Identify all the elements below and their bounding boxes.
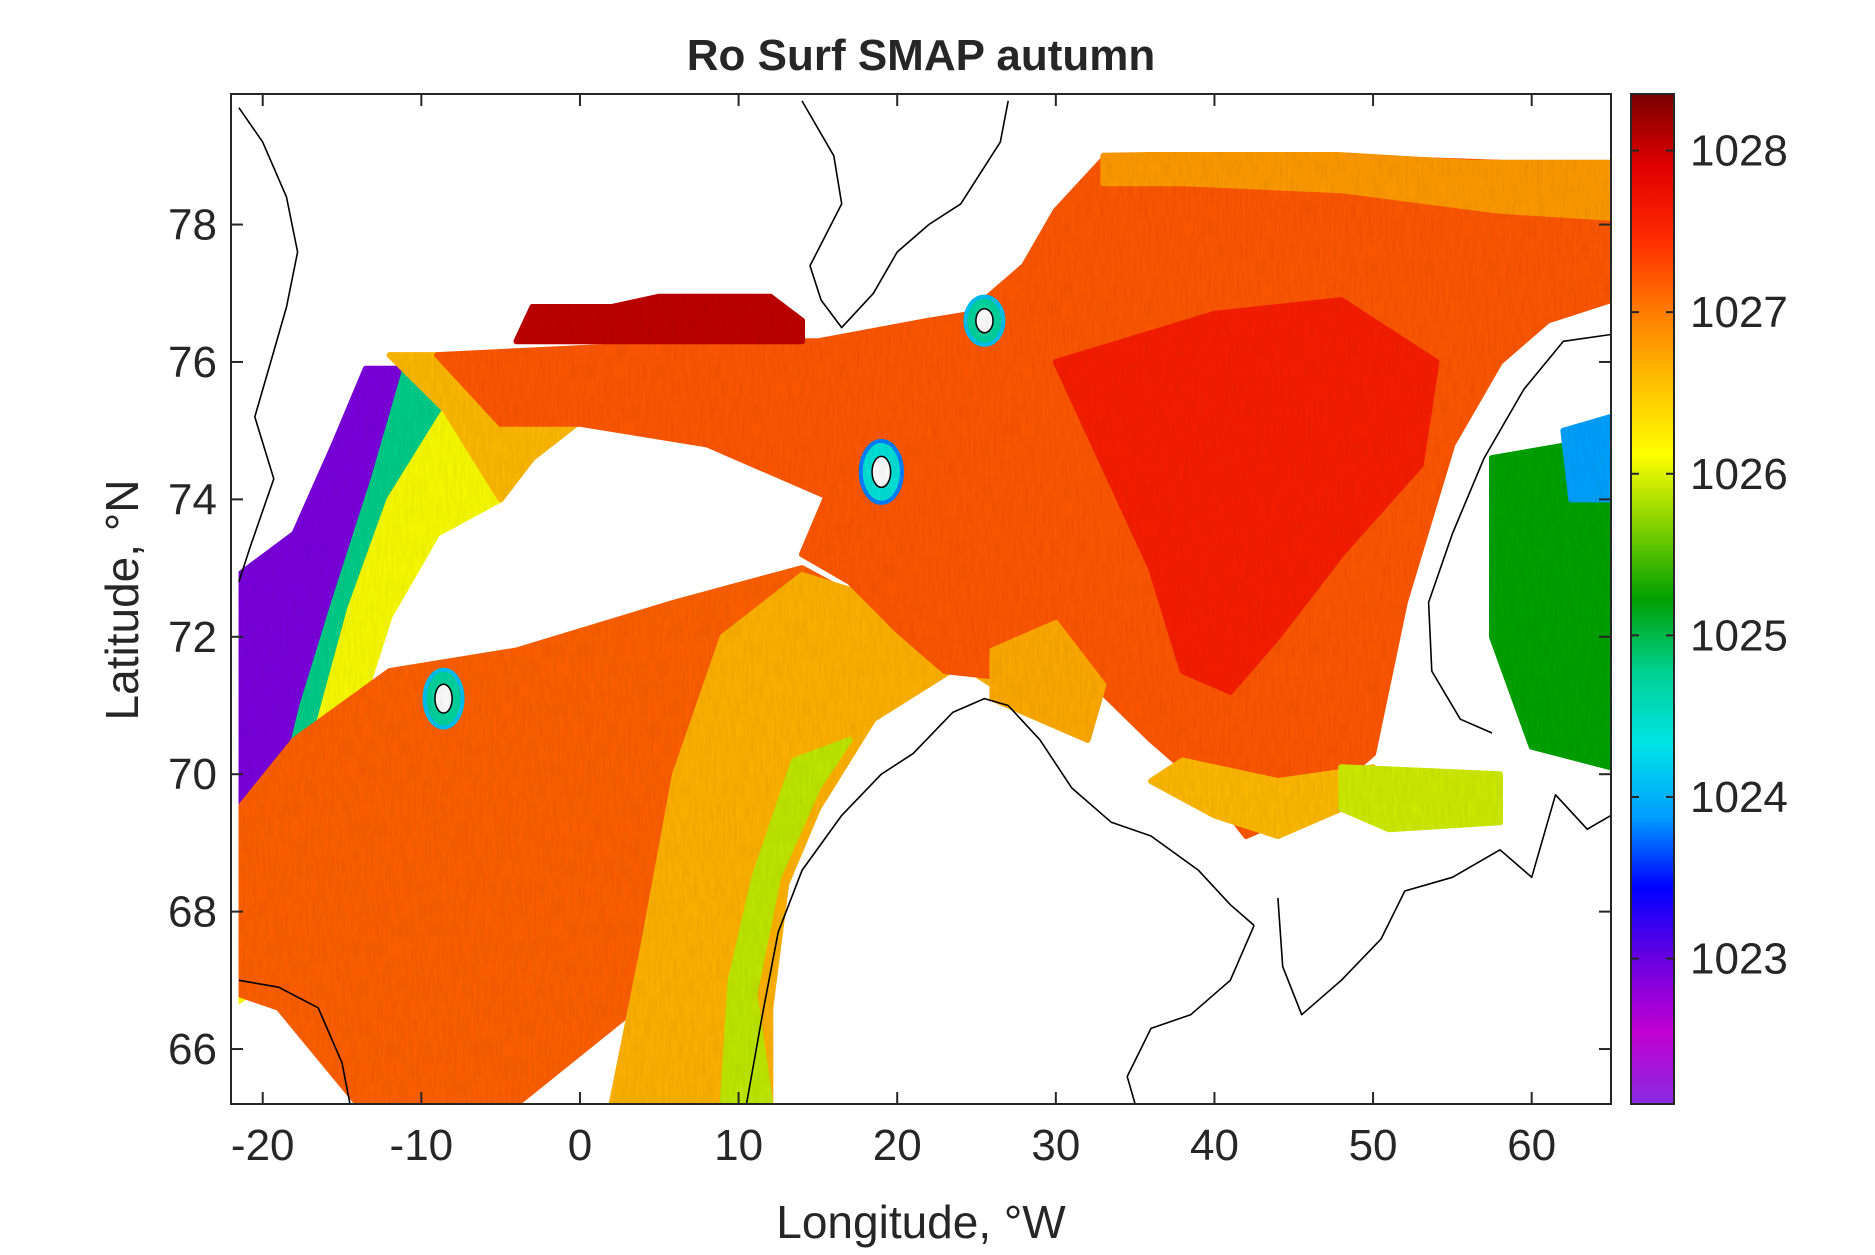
colorbar xyxy=(1630,93,1675,1105)
field-region-6 xyxy=(719,736,853,1104)
colorbar-tick-label: 1023 xyxy=(1690,935,1788,984)
colorbar-ticks: 1023 1024 1025 1026 1027 1028 xyxy=(1631,127,1788,984)
x-axis-ticks: -20 -10 0 10 20 30 40 50 60 xyxy=(231,94,1556,1170)
coastlines xyxy=(238,100,1611,1104)
y-tick-label: 70 xyxy=(168,750,217,799)
x-tick-label: -20 xyxy=(231,1121,295,1170)
plot-frame xyxy=(230,93,1612,1105)
x-tick-label: 0 xyxy=(568,1121,592,1170)
island-0 xyxy=(434,683,453,714)
y-tick-label: 72 xyxy=(168,613,217,662)
coastline-0 xyxy=(238,107,299,583)
y-tick-label: 74 xyxy=(168,475,217,524)
x-tick-label: 20 xyxy=(873,1121,922,1170)
island-1 xyxy=(871,455,892,489)
field-regions xyxy=(235,149,1611,1104)
y-axis-label: Latitude, °N xyxy=(96,480,148,721)
y-tick-label: 68 xyxy=(168,888,217,937)
x-tick-label: 60 xyxy=(1507,1121,1556,1170)
x-tick-label: 30 xyxy=(1031,1121,1080,1170)
y-tick-label: 76 xyxy=(168,338,217,387)
coastline-5 xyxy=(1427,333,1611,734)
field-region-10 xyxy=(1052,297,1440,695)
colorbar-tick-label: 1024 xyxy=(1690,773,1788,822)
coastline-6 xyxy=(801,100,1009,329)
colorbar-tick-label: 1028 xyxy=(1690,127,1788,176)
y-axis-ticks: 66 68 70 72 74 76 78 xyxy=(168,201,1611,1074)
field-region-8 xyxy=(513,293,805,345)
colorbar-tick-label: 1025 xyxy=(1690,611,1788,660)
field-region-15 xyxy=(1560,413,1611,503)
colorbar-tick-label: 1027 xyxy=(1690,288,1788,337)
chart-title: Ro Surf SMAP autumn xyxy=(687,31,1156,80)
colorbar-tick-label: 1026 xyxy=(1690,450,1788,499)
x-axis-label: Longitude, °W xyxy=(776,1196,1066,1248)
coastline-1 xyxy=(238,979,351,1104)
y-tick-label: 66 xyxy=(168,1025,217,1074)
y-tick-label: 78 xyxy=(168,201,217,250)
x-tick-label: 50 xyxy=(1349,1121,1398,1170)
field-region-11 xyxy=(989,620,1107,743)
coastline-4 xyxy=(1277,793,1611,1016)
x-tick-label: -10 xyxy=(390,1121,454,1170)
x-tick-label: 40 xyxy=(1190,1121,1239,1170)
coastline-2 xyxy=(745,697,1255,1104)
x-tick-label: 10 xyxy=(714,1121,763,1170)
field-region-16 xyxy=(1100,149,1611,221)
field-region-13 xyxy=(1338,764,1503,833)
coastline-3 xyxy=(1126,925,1255,1104)
island-2 xyxy=(975,307,994,334)
